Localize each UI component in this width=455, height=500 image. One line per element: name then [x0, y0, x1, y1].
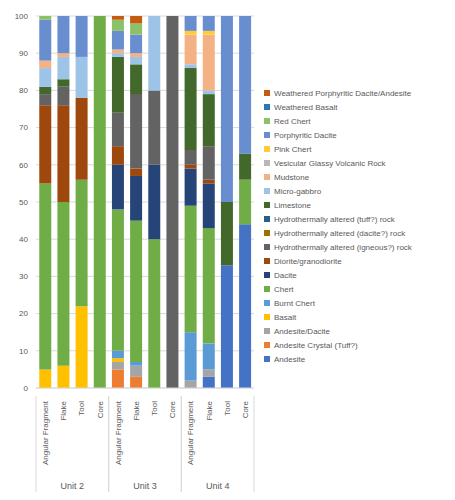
svg-text:60: 60 [19, 161, 28, 170]
svg-text:30: 30 [19, 272, 28, 281]
svg-text:Flake: Flake [132, 400, 141, 420]
svg-text:50: 50 [19, 198, 28, 207]
html-text:Micro-gabbro: Micro-gabbro [274, 186, 322, 196]
svg-text:Flake: Flake [59, 400, 68, 420]
svg-text:Unit 2: Unit 2 [61, 481, 85, 491]
svg-text:Angular Fragment: Angular Fragment [41, 400, 50, 465]
svg-text:40: 40 [19, 235, 28, 244]
svg-text:Tool: Tool [150, 401, 159, 416]
html-text:Pink Chert: Pink Chert [274, 144, 312, 154]
html-text:Hydrothermally altered (igneou: Hydrothermally altered (igneous?) rock [274, 242, 412, 252]
svg-text:90: 90 [19, 49, 28, 58]
html-text:Dacite: Dacite [274, 270, 297, 280]
svg-text:70: 70 [19, 123, 28, 132]
svg-text:Unit 3: Unit 3 [133, 481, 157, 491]
html-text:Andesite Crystal (Tuff?): Andesite Crystal (Tuff?) [274, 340, 358, 350]
svg-text:100: 100 [15, 12, 29, 21]
html-text:Andesite: Andesite [274, 354, 306, 364]
svg-text:10: 10 [19, 347, 28, 356]
html-text:Andesite/Dacite: Andesite/Dacite [274, 326, 330, 336]
html-text:Hydrothermally altered (dacite: Hydrothermally altered (dacite?) rock [274, 228, 406, 238]
svg-text:Angular Fragment: Angular Fragment [114, 400, 123, 465]
svg-text:Core: Core [168, 400, 177, 418]
html-text:Weathered Basalt: Weathered Basalt [274, 102, 338, 112]
svg-text:0: 0 [24, 384, 29, 393]
html-text:Limestone: Limestone [274, 200, 311, 210]
svg-text:80: 80 [19, 86, 28, 95]
html-text:Burnt Chert: Burnt Chert [274, 298, 315, 308]
html-text:Basalt: Basalt [274, 312, 297, 322]
svg-text:Angular Fragment: Angular Fragment [186, 400, 195, 465]
html-text:Weathered Porphyritic Dacite/A: Weathered Porphyritic Dacite/Andesite [274, 88, 412, 98]
html-text:Diorite/granodiorite: Diorite/granodiorite [274, 256, 342, 266]
html-text:Mudstone: Mudstone [274, 172, 310, 182]
html-text:Vesicular Glassy Volcanic Rock: Vesicular Glassy Volcanic Rock [274, 158, 386, 168]
svg-text:Unit 4: Unit 4 [206, 481, 230, 491]
svg-text:20: 20 [19, 309, 28, 318]
svg-text:Core: Core [241, 400, 250, 418]
html-text:Chert: Chert [274, 284, 294, 294]
html-text:Red Chert: Red Chert [274, 116, 311, 126]
html-text:Hydrothermally altered (tuff?): Hydrothermally altered (tuff?) rock [274, 214, 395, 224]
svg-text:Tool: Tool [223, 401, 232, 416]
svg-text:Core: Core [96, 400, 105, 418]
html-text:Porphyritic Dacite: Porphyritic Dacite [274, 130, 337, 140]
svg-text:Flake: Flake [205, 400, 214, 420]
svg-text:Tool: Tool [77, 401, 86, 416]
